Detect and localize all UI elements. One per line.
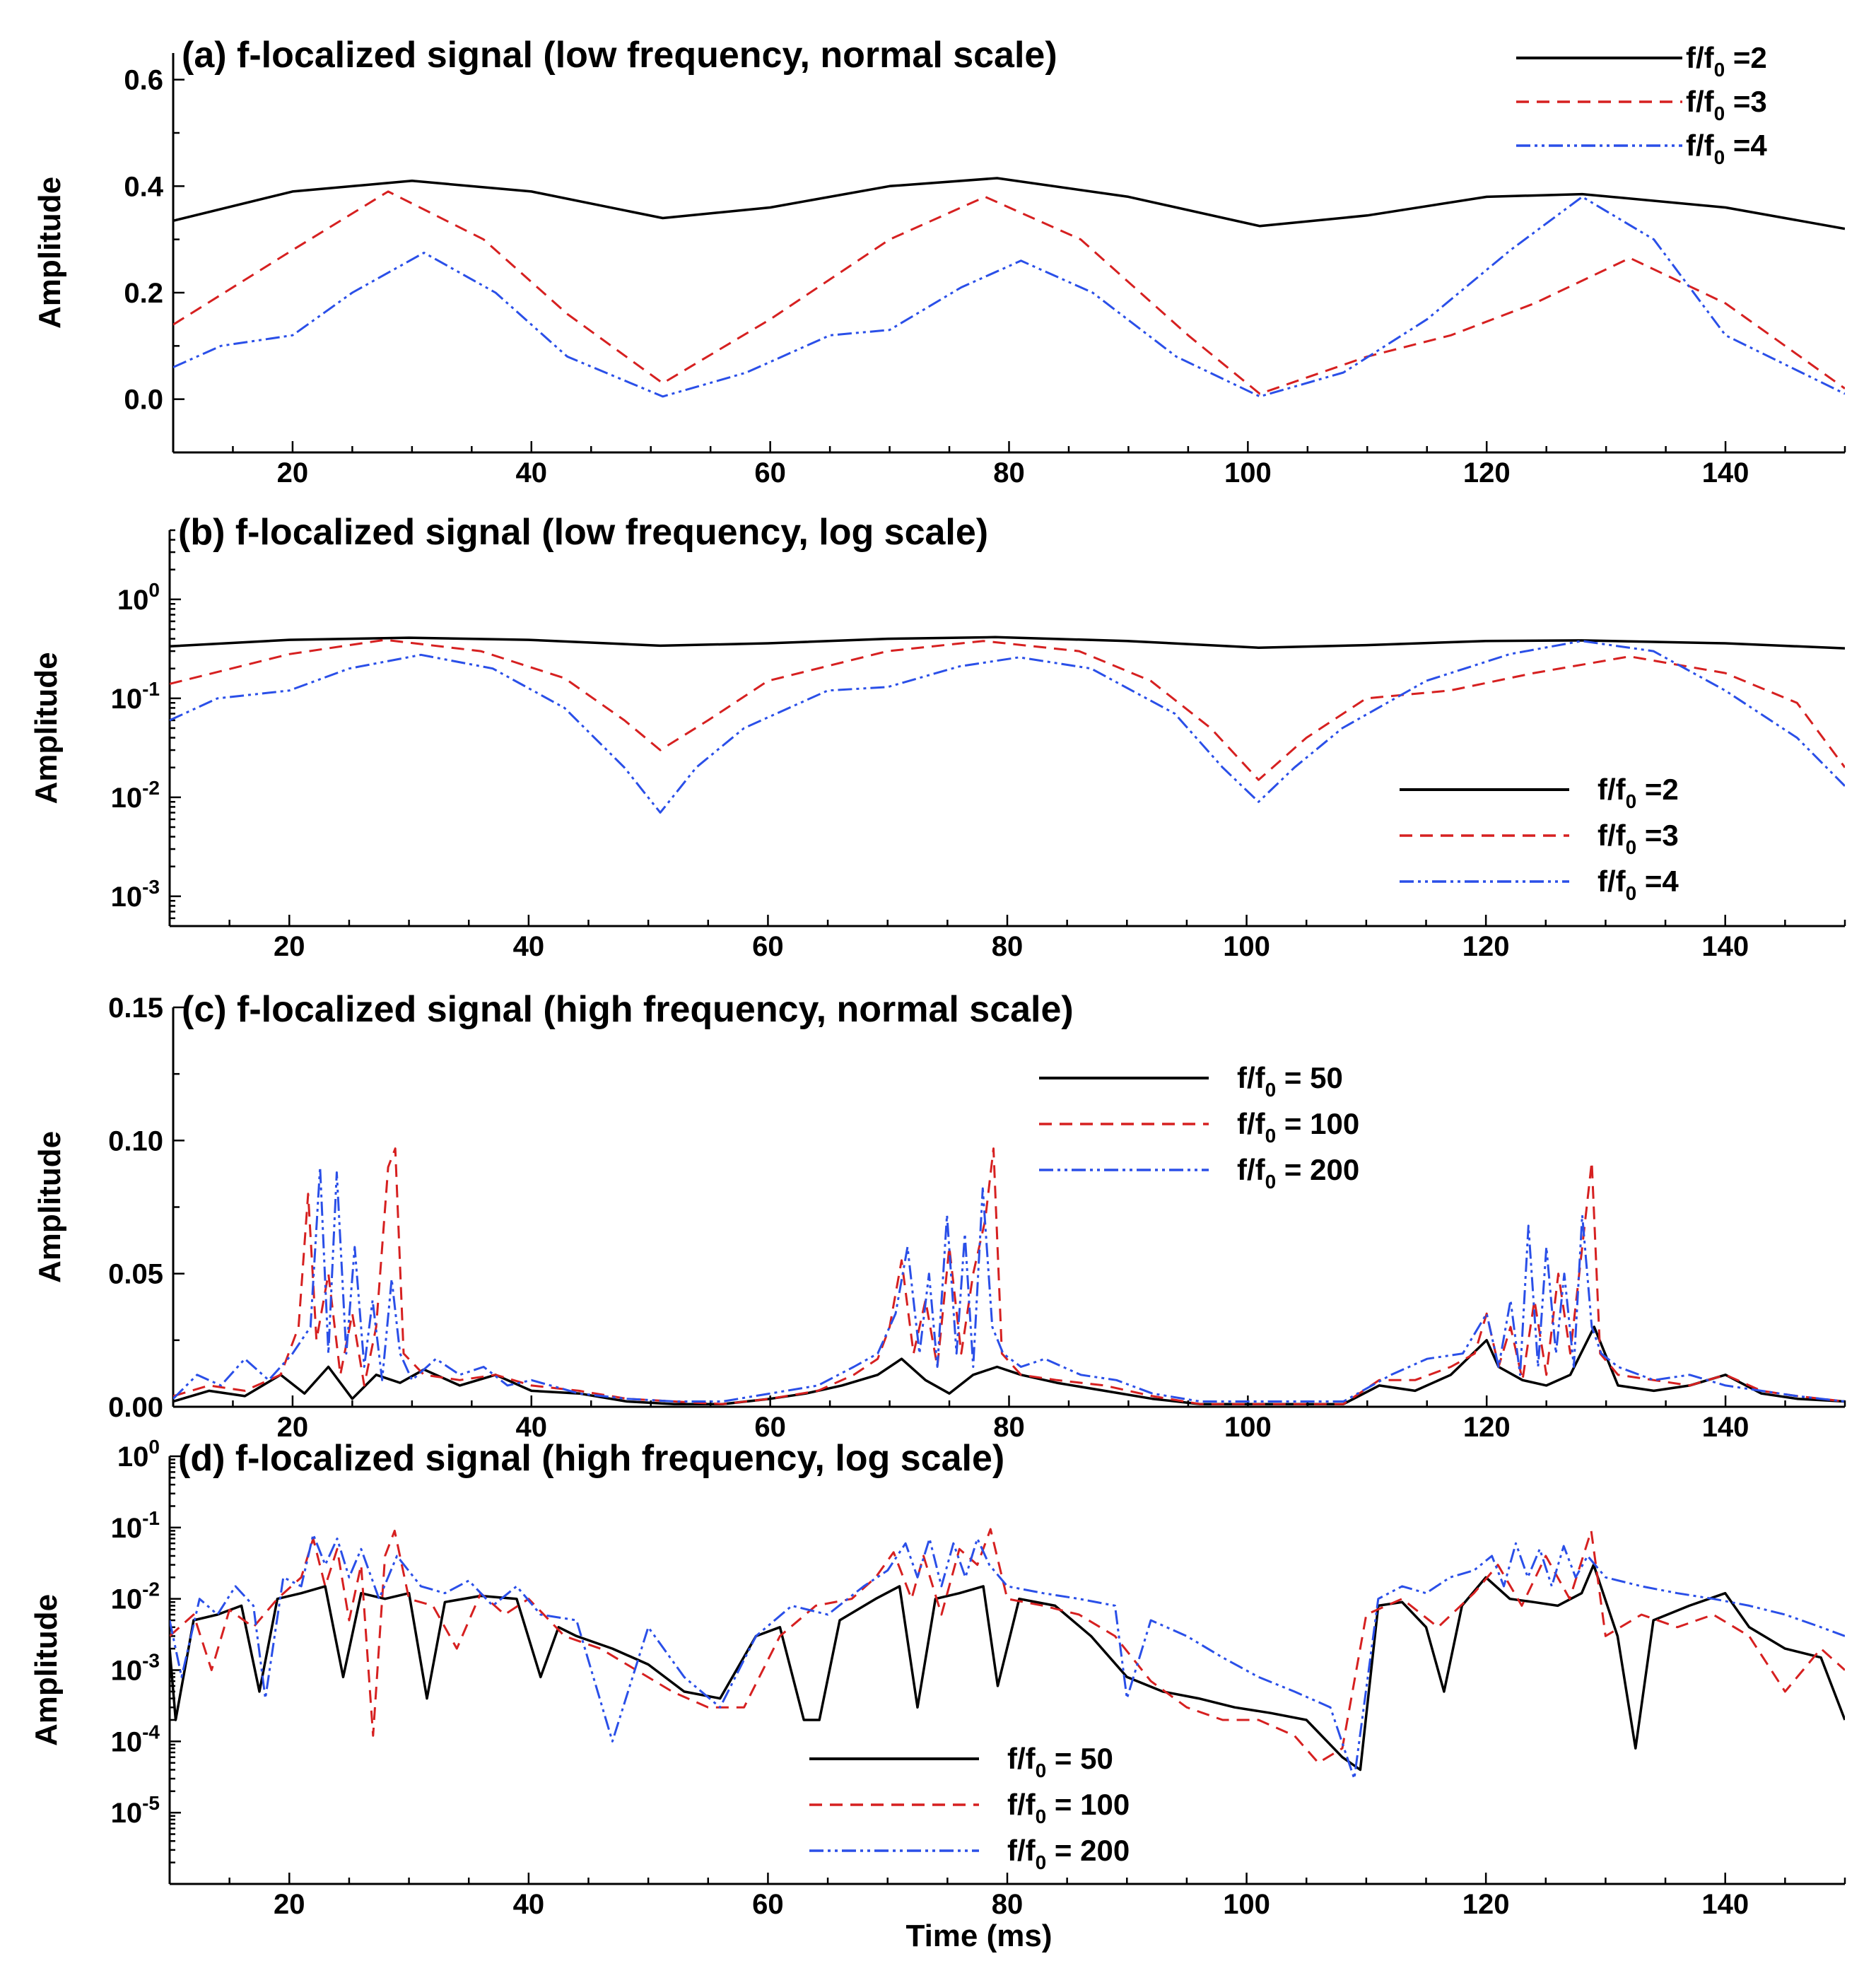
legend: f/f0 = 50 f/f0 = 100 f/f0 = 200 bbox=[809, 1742, 1130, 1873]
x-tick-label: 60 bbox=[754, 457, 786, 488]
y-tick-label: 10-2 bbox=[111, 1579, 160, 1615]
x-axis-label: Time (ms) bbox=[905, 1919, 1052, 1953]
x-tick-label: 40 bbox=[516, 1412, 548, 1443]
y-tick-label: 0.10 bbox=[108, 1125, 163, 1157]
series-line-2 bbox=[170, 1528, 1845, 1764]
x-tick-label: 140 bbox=[1701, 1889, 1749, 1920]
x-tick-label: 60 bbox=[752, 1889, 784, 1920]
y-tick-label: 100 bbox=[117, 1436, 160, 1473]
y-tick-label: 10-2 bbox=[111, 777, 160, 814]
y-axis-label: Amplitude bbox=[29, 652, 64, 804]
panel-d: 20 40 60 80 100 120 140 100 10-1 10-2 10-3 10-4 10-5… bbox=[29, 1436, 1846, 1953]
series-line-1 bbox=[170, 636, 1845, 650]
series-line-3 bbox=[173, 1166, 1845, 1403]
legend-label: f/f0 =4 bbox=[1686, 129, 1767, 168]
x-tick-label: 100 bbox=[1224, 1412, 1272, 1443]
panel-b: 20 40 60 80 100 120 140 100 10-1 10-2 10-3 Amplitud… bbox=[29, 512, 1846, 962]
x-tick-label: 120 bbox=[1463, 457, 1511, 488]
x-tick-label: 80 bbox=[992, 931, 1024, 962]
x-tick-label: 140 bbox=[1701, 931, 1749, 962]
series-line-3 bbox=[170, 1533, 1845, 1780]
y-tick-label: 0.2 bbox=[124, 278, 163, 309]
y-tick-label: 10-3 bbox=[111, 1650, 160, 1687]
y-tick-label: 0.05 bbox=[108, 1259, 163, 1290]
x-tick-label: 60 bbox=[754, 1412, 786, 1443]
series-line-3 bbox=[173, 195, 1845, 398]
y-axis-label: Amplitude bbox=[33, 1131, 67, 1283]
y-tick-label: 10-3 bbox=[111, 876, 160, 913]
x-tick-label: 20 bbox=[274, 931, 305, 962]
legend-label: f/f0 =3 bbox=[1597, 819, 1679, 858]
y-tick-label: 0.4 bbox=[124, 171, 163, 202]
x-tick-label: 120 bbox=[1462, 931, 1510, 962]
legend-label: f/f0 =2 bbox=[1597, 773, 1679, 812]
y-tick-label: 0.0 bbox=[124, 385, 163, 416]
x-tick-label: 100 bbox=[1224, 457, 1272, 488]
y-axis-label: Amplitude bbox=[29, 1594, 64, 1746]
series-line-1 bbox=[173, 177, 1845, 230]
legend-label: f/f0 = 200 bbox=[1237, 1153, 1359, 1193]
legend: f/f0 =2 f/f0 =3 f/f0 =4 bbox=[1400, 773, 1679, 904]
x-tick-label: 40 bbox=[513, 1889, 545, 1920]
x-tick-label: 20 bbox=[274, 1889, 305, 1920]
panel-title: (c) f-localized signal (high frequency, … bbox=[182, 989, 1074, 1030]
series-line-2 bbox=[173, 190, 1845, 395]
x-tick-label: 80 bbox=[993, 457, 1025, 488]
x-tick-label: 120 bbox=[1462, 1889, 1510, 1920]
x-tick-label: 100 bbox=[1223, 931, 1270, 962]
x-tick-label: 20 bbox=[277, 1412, 309, 1443]
y-tick-label: 0.15 bbox=[108, 993, 163, 1024]
legend-label: f/f0 =2 bbox=[1686, 41, 1767, 81]
x-tick-label: 100 bbox=[1223, 1889, 1270, 1920]
y-axis-label: Amplitude bbox=[33, 177, 67, 329]
y-tick-label: 10-5 bbox=[111, 1792, 160, 1829]
series-line-2 bbox=[170, 638, 1845, 781]
series-line-1 bbox=[170, 1563, 1845, 1772]
x-tick-label: 80 bbox=[993, 1412, 1025, 1443]
panel-title: (b) f-localized signal (low frequency, l… bbox=[178, 512, 988, 553]
legend-label: f/f0 = 50 bbox=[1007, 1742, 1113, 1781]
y-tick-label: 0.00 bbox=[108, 1392, 163, 1423]
x-tick-label: 120 bbox=[1463, 1412, 1511, 1443]
legend-label: f/f0 = 100 bbox=[1237, 1107, 1359, 1147]
panel-title: (a) f-localized signal (low frequency, n… bbox=[182, 35, 1057, 76]
x-tick-label: 60 bbox=[752, 931, 784, 962]
legend-label: f/f0 = 100 bbox=[1007, 1788, 1130, 1827]
y-tick-label: 10-4 bbox=[111, 1721, 160, 1757]
series-line-2 bbox=[173, 1147, 1845, 1405]
legend-label: f/f0 = 200 bbox=[1007, 1834, 1130, 1873]
legend: f/f0 =2 f/f0 =3 f/f0 =4 bbox=[1516, 41, 1767, 168]
y-tick-label: 10-1 bbox=[111, 678, 160, 715]
panel-title: (d) f-localized signal (high frequency, … bbox=[178, 1438, 1004, 1479]
x-tick-label: 80 bbox=[992, 1889, 1024, 1920]
y-tick-label: 0.6 bbox=[124, 65, 163, 96]
panel-a: 20 40 60 80 100 120 140 0.0 0.2 0.4 0.6 Amplitude (a… bbox=[33, 35, 1846, 488]
legend-label: f/f0 =4 bbox=[1597, 865, 1679, 904]
legend-label: f/f0 =3 bbox=[1686, 85, 1767, 124]
x-tick-label: 40 bbox=[513, 931, 545, 962]
x-tick-label: 140 bbox=[1702, 457, 1749, 488]
y-tick-label: 10-1 bbox=[111, 1507, 160, 1544]
series-line-3 bbox=[170, 640, 1845, 814]
y-tick-label: 100 bbox=[117, 579, 160, 616]
legend-label: f/f0 = 50 bbox=[1237, 1061, 1343, 1101]
x-tick-label: 40 bbox=[516, 457, 548, 488]
x-tick-label: 20 bbox=[277, 457, 309, 488]
legend: f/f0 = 50 f/f0 = 100 f/f0 = 200 bbox=[1039, 1061, 1359, 1193]
x-tick-label: 140 bbox=[1702, 1412, 1749, 1443]
series-line-1 bbox=[173, 1325, 1845, 1405]
panel-c: 20 40 60 80 100 120 140 0.00 0.05 0.10 0.15 Amplitu… bbox=[33, 989, 1846, 1443]
